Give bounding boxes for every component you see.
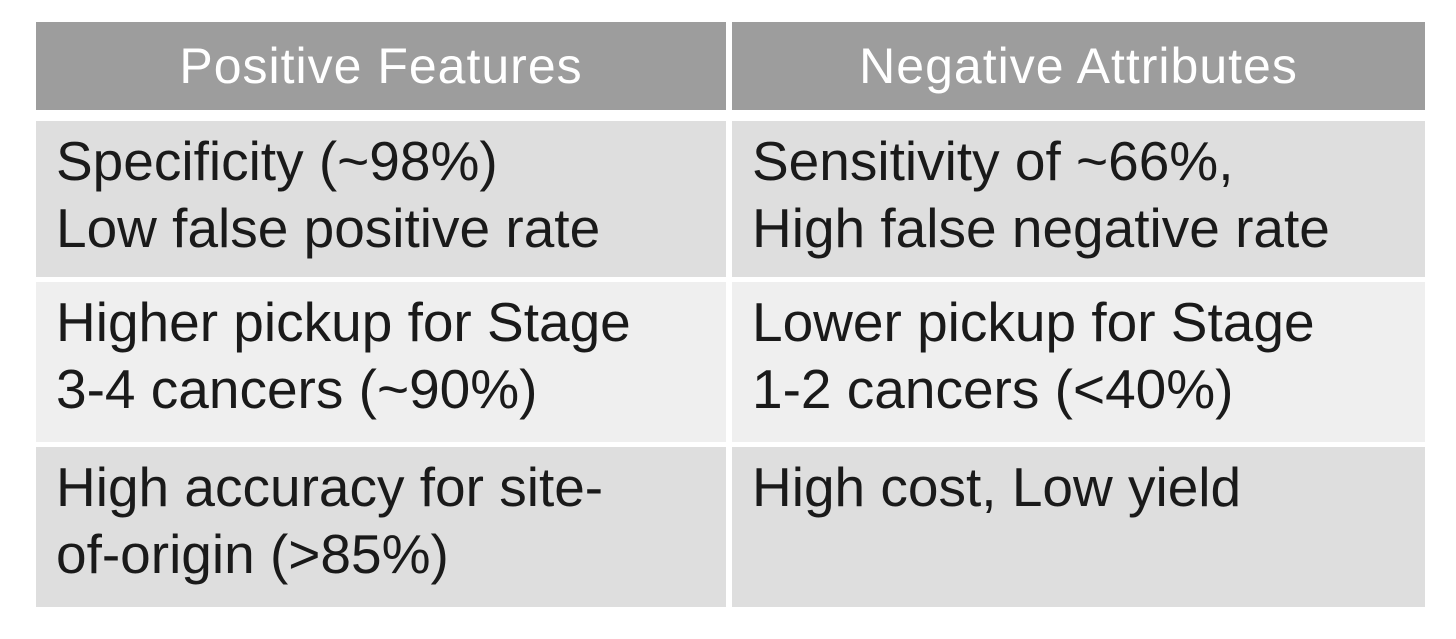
header-cell-negative-attributes: Negative Attributes bbox=[732, 22, 1425, 110]
table-body: Specificity (~98%) Low false positive ra… bbox=[36, 121, 1425, 607]
table-row: Specificity (~98%) Low false positive ra… bbox=[36, 121, 1425, 277]
cell-negative-cost-yield: High cost, Low yield bbox=[732, 447, 1425, 607]
cell-negative-sensitivity: Sensitivity of ~66%, High false negative… bbox=[732, 121, 1425, 277]
comparison-table: Positive Features Negative Attributes Sp… bbox=[36, 22, 1425, 607]
table-header-row: Positive Features Negative Attributes bbox=[36, 22, 1425, 110]
table-row: High accuracy for site- of-origin (>85%)… bbox=[36, 447, 1425, 607]
cell-positive-specificity: Specificity (~98%) Low false positive ra… bbox=[36, 121, 726, 277]
table-row: Higher pickup for Stage 3-4 cancers (~90… bbox=[36, 282, 1425, 442]
cell-negative-stage-pickup: Lower pickup for Stage 1-2 cancers (<40%… bbox=[732, 282, 1425, 442]
cell-positive-site-of-origin: High accuracy for site- of-origin (>85%) bbox=[36, 447, 726, 607]
header-cell-positive-features: Positive Features bbox=[36, 22, 726, 110]
cell-positive-stage-pickup: Higher pickup for Stage 3-4 cancers (~90… bbox=[36, 282, 726, 442]
